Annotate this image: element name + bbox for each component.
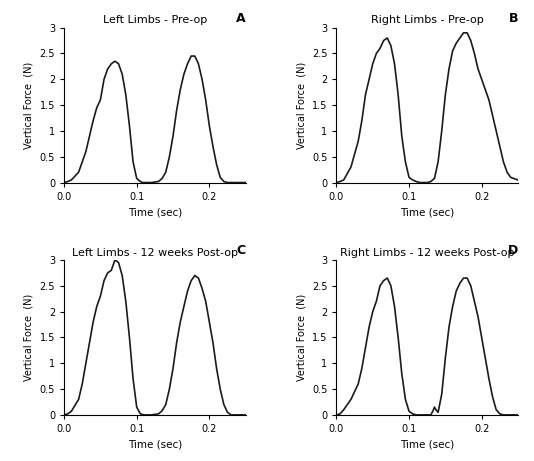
Title: Left Limbs - 12 weeks Post-op: Left Limbs - 12 weeks Post-op: [72, 248, 238, 258]
X-axis label: Time (sec): Time (sec): [128, 207, 182, 217]
Y-axis label: Vertical Force  (N): Vertical Force (N): [296, 294, 307, 381]
Title: Right Limbs - Pre-op: Right Limbs - Pre-op: [371, 16, 484, 25]
X-axis label: Time (sec): Time (sec): [400, 439, 454, 449]
Text: D: D: [508, 244, 518, 257]
X-axis label: Time (sec): Time (sec): [128, 439, 182, 449]
Y-axis label: Vertical Force  (N): Vertical Force (N): [296, 61, 307, 149]
Y-axis label: Vertical Force  (N): Vertical Force (N): [24, 294, 34, 381]
Text: C: C: [237, 244, 246, 257]
X-axis label: Time (sec): Time (sec): [400, 207, 454, 217]
Text: B: B: [508, 12, 518, 24]
Title: Right Limbs - 12 weeks Post-op: Right Limbs - 12 weeks Post-op: [340, 248, 514, 258]
Text: A: A: [236, 12, 246, 24]
Y-axis label: Vertical Force  (N): Vertical Force (N): [24, 61, 34, 149]
Title: Left Limbs - Pre-op: Left Limbs - Pre-op: [103, 16, 207, 25]
